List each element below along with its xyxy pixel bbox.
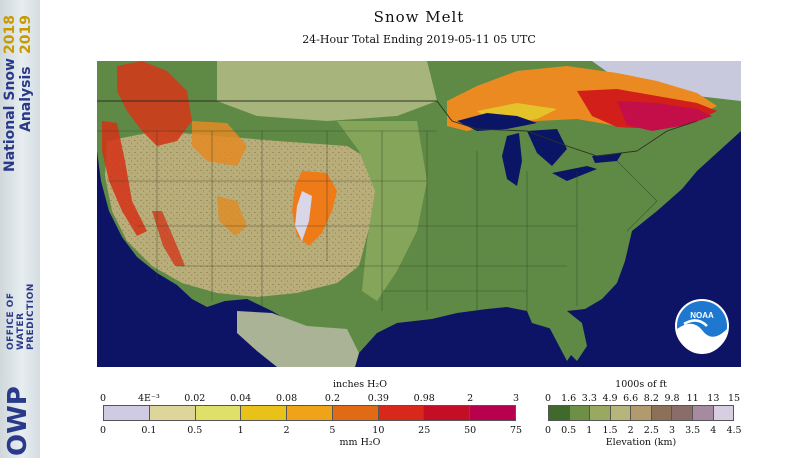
elev-legend-bottom-tick-label: 0 (544, 425, 552, 436)
snow-legend-bottom-tick-label: 2 (283, 425, 290, 436)
elev-legend-bottom-tick-label: 4.5 (726, 425, 742, 436)
elev-legend-bottom-label: Elevation (km) (605, 437, 677, 448)
snow-legend-swatch (287, 406, 333, 420)
elev-legend-top-tick-label: 15 (727, 393, 741, 404)
snow-legend-bottom-label: mm H₂O (339, 437, 381, 448)
snowmelt-sierra (152, 211, 185, 266)
elev-legend-swatch (631, 406, 652, 420)
snow-legend-top-tick-label: 0.39 (367, 393, 389, 404)
snow-legend-bottom-tick-label: 75 (509, 425, 523, 436)
canada-plains (217, 61, 437, 121)
elev-legend-swatch (590, 406, 611, 420)
elev-legend-bottom-tick-label: 3 (668, 425, 676, 436)
lake-superior (457, 113, 537, 131)
snow-legend-top-tick-label: 0.04 (230, 393, 252, 404)
banner-year-1: 2018 (2, 15, 18, 54)
snowmelt-rockies-orange (192, 121, 247, 166)
owp-subtitle-office-of: OFFICE OF (6, 292, 16, 350)
elev-legend-top-tick-label: 6.6 (623, 393, 639, 404)
banner-year-2: 2019 (18, 15, 34, 54)
snow-melt-map[interactable]: NOAA (97, 61, 741, 367)
snow-legend-top-label: inches H₂O (333, 379, 387, 390)
snow-legend-top-tick-label: 4E⁻³ (137, 393, 160, 404)
snow-legend-swatch (104, 406, 150, 420)
snow-legend-bottom-tick-label: 0.5 (187, 425, 203, 436)
snow-legend-swatch (378, 406, 425, 420)
lake-erie (552, 166, 597, 181)
florida (527, 311, 587, 361)
elev-legend-swatch (610, 406, 632, 420)
snow-legend-bottom-tick-label: 50 (464, 425, 477, 436)
elev-legend-top-tick-label: 13 (707, 393, 720, 404)
snow-legend-swatch (241, 406, 288, 420)
map-subtitle: 24-Hour Total Ending 2019-05-11 05 UTC (302, 33, 536, 46)
banner-title-national-snow: National Snow (2, 58, 18, 172)
snow-legend-bottom-tick-label: 1 (237, 425, 244, 436)
elev-legend-top-label: 1000s of ft (615, 379, 667, 390)
mexico (237, 311, 359, 367)
snow-legend-swatch (470, 406, 516, 420)
state-boundaries (97, 130, 658, 311)
snow-legend-colorbar (103, 405, 516, 421)
snow-legend-bottom-tick-label: 0 (99, 425, 107, 436)
elev-legend-top-tick-label: 9.8 (664, 393, 680, 404)
snow-legend-top-tick-label: 0 (99, 393, 107, 404)
elev-legend-top-tick-label: 0 (544, 393, 552, 404)
us-canada-border (97, 100, 698, 157)
snow-legend-swatch (149, 406, 196, 420)
lake-huron (527, 129, 567, 166)
elev-legend-bottom-tick-label: 3.5 (685, 425, 701, 436)
owp-logo-text: OWP (3, 386, 33, 456)
snow-legend-top-tick-label: 3 (512, 393, 520, 404)
snow-legend-bottom-tick-label: 25 (418, 425, 431, 436)
snowmelt-rockies-north (117, 61, 192, 146)
banner-title-analysis: Analysis (18, 66, 34, 132)
elev-legend-swatch (651, 406, 673, 420)
elev-legend-top-tick-label: 3.3 (581, 393, 597, 404)
snow-legend-bottom-tick-label: 5 (329, 425, 336, 436)
snow-legend-swatch (424, 406, 471, 420)
lake-michigan (502, 133, 522, 186)
elev-legend-top-tick-label: 1.6 (561, 393, 577, 404)
elev-legend-swatch (692, 406, 714, 420)
map-svg: NOAA (97, 61, 741, 367)
elev-legend-top-tick-label: 11 (686, 393, 699, 404)
owp-subtitle-prediction: PREDICTION (26, 283, 36, 350)
elev-legend-bottom-tick-label: 1.5 (602, 425, 618, 436)
owp-banner: National Snow 2018 Analysis 2019 OWP OFF… (0, 0, 40, 458)
snow-legend-top-tick-label: 2 (467, 393, 474, 404)
snow-legend-top-tick-label: 0.08 (275, 393, 298, 404)
snow-legend-top-tick-label: 0.98 (413, 393, 435, 404)
snowmelt-cascades (102, 121, 147, 236)
owp-subtitle-water: WATER (16, 312, 26, 350)
snow-legend-swatch (332, 406, 379, 420)
elev-legend-bottom-tick-label: 0.5 (561, 425, 577, 436)
elev-legend-top-tick-label: 4.9 (602, 393, 618, 404)
snowmelt-colorado-snow (295, 191, 312, 241)
elev-legend-bottom-tick-label: 4 (710, 425, 717, 436)
map-title: Snow Melt (373, 8, 465, 26)
snow-legend-top-tick-label: 0.2 (324, 393, 340, 404)
elev-legend-top-tick-label: 8.2 (643, 393, 659, 404)
elev-legend-swatch (549, 406, 570, 420)
elev-legend-swatch (569, 406, 591, 420)
elev-legend-colorbar (548, 405, 734, 421)
snow-legend-bottom-tick-label: 10 (372, 425, 385, 436)
snow-legend-top-tick-label: 0.02 (184, 393, 206, 404)
northern-snowpack (592, 61, 741, 101)
noaa-logo-text: NOAA (690, 311, 714, 320)
noaa-logo: NOAA (675, 299, 729, 354)
snow-legend-swatch (195, 406, 242, 420)
elev-legend-bottom-tick-label: 2.5 (643, 425, 659, 436)
elev-legend-bottom-tick-label: 2 (627, 425, 634, 436)
snow-legend-bottom-tick-label: 0.1 (141, 425, 157, 436)
elev-legend-swatch (672, 406, 693, 420)
elev-legend-swatch (713, 406, 734, 420)
elev-legend-bottom-tick-label: 1 (586, 425, 593, 436)
